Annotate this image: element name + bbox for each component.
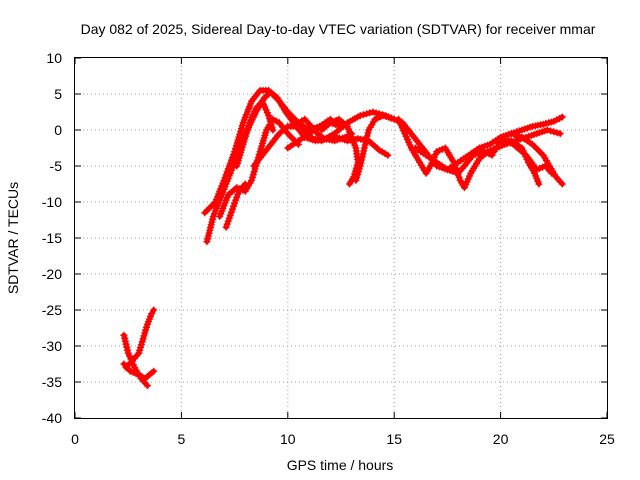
data-point [356,162,364,170]
data-point [229,205,236,213]
data-point [150,367,158,375]
data-point [359,111,367,119]
series-track-3 [120,360,158,382]
x-tick-label: 0 [71,431,79,447]
data-point [363,110,370,118]
y-tick-label: -5 [50,158,63,174]
data-point [558,113,566,121]
data-point [227,208,235,216]
data-point [535,180,543,188]
y-tick-label: 0 [54,122,62,138]
data-point [121,337,129,345]
data-point [451,161,459,169]
data-point [120,331,128,339]
y-tick-label: -30 [42,338,62,354]
data-point [366,109,374,117]
series-track-7 [222,180,249,231]
data-point [143,382,151,390]
data-point [232,196,240,204]
data-point [222,223,230,231]
data-point [363,132,371,140]
series-track-4 [203,89,345,246]
x-tick-label: 20 [493,431,509,447]
x-tick-labels: 0 5 10 15 20 25 [71,431,615,447]
data-point [234,190,242,198]
data-point [230,202,237,210]
data-point [543,126,551,134]
data-point [384,151,392,159]
data-point [121,334,129,342]
y-tick-label: -25 [42,302,62,318]
series-track-11 [301,133,392,159]
axis-ticks [74,57,608,419]
y-tick-label: -20 [42,266,62,282]
data-point [548,169,556,177]
x-tick-label: 10 [280,431,296,447]
data-point [148,310,156,318]
data-point [124,346,131,354]
x-tick-label: 15 [386,431,402,447]
x-tick-label: 25 [599,431,615,447]
data-point [556,130,564,138]
data-point [360,144,368,152]
data-point [553,129,561,137]
data-point [123,343,131,351]
data-point [360,147,368,155]
data-point [346,180,353,188]
data-series [120,86,566,390]
data-point [357,159,365,167]
y-axis-label: SDTVAR / TECUs [5,182,21,294]
data-point [550,128,558,136]
x-axis-label: GPS time / hours [287,457,394,473]
data-point [223,220,231,228]
data-point [547,127,555,135]
series-track-16 [412,144,496,177]
data-point [369,108,377,116]
series-track-19 [499,135,556,177]
data-point [226,211,234,219]
series-track-8 [233,97,277,170]
series-track-5 [201,86,309,217]
data-point [364,129,372,137]
data-point [558,180,566,188]
data-point [233,193,241,201]
data-point [269,126,277,134]
data-point [450,158,458,166]
y-tick-label: 5 [54,86,62,102]
data-point [231,199,239,207]
data-point [361,141,369,149]
x-tick-label: 5 [178,431,186,447]
data-point [225,214,233,222]
data-point [358,156,366,164]
data-point [122,340,130,348]
y-tick-labels: 10 5 0 -5 -10 -15 -20 -25 -30 -35 -40 [42,50,62,426]
data-point [359,150,367,158]
y-tick-label: -10 [42,194,62,210]
data-point [150,306,158,314]
y-tick-label: -15 [42,230,62,246]
data-point [358,153,366,161]
series-track-18 [507,130,566,188]
data-point [356,112,364,120]
data-point [224,217,232,225]
data-point [241,180,249,188]
grid-lines [75,58,607,418]
y-tick-label: -40 [42,410,62,426]
data-point [363,135,370,143]
data-point [362,138,370,146]
y-tick-label: -35 [42,374,62,390]
data-point [372,109,380,117]
plot-frame [74,57,608,419]
y-tick-label: 10 [46,50,62,66]
chart-title: Day 082 of 2025, Sidereal Day-to-day VTE… [81,21,596,37]
